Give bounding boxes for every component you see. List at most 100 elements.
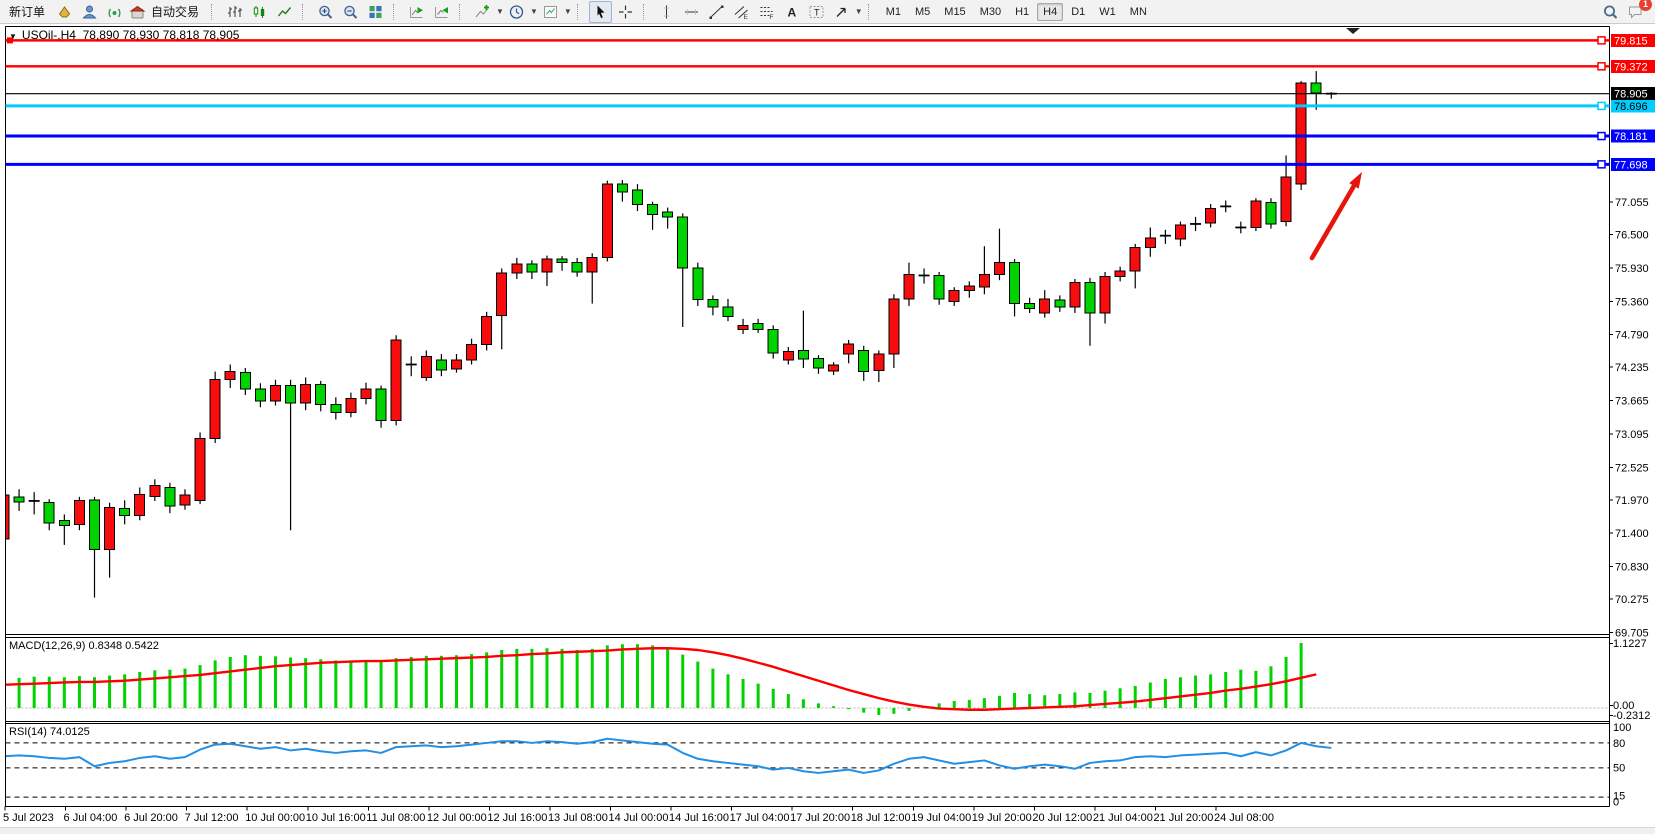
hline-handle[interactable] [1597, 131, 1606, 141]
macd-histogram-bar [605, 645, 609, 708]
hline-handle[interactable] [1597, 101, 1606, 111]
macd-histogram-bar [1254, 670, 1258, 708]
time-axis-label: 17 Jul 04:00 [730, 812, 790, 824]
bar-chart-button[interactable] [223, 1, 246, 23]
current-price-tag: 78.905 [1611, 87, 1655, 101]
candle [13, 489, 25, 511]
scroll-to-end-button[interactable] [405, 1, 428, 23]
candle [450, 353, 462, 373]
hline-handle[interactable] [1597, 62, 1606, 71]
candles-layer [6, 71, 1337, 598]
new-order-button[interactable]: 新订单 [9, 5, 46, 19]
price-tick-label: 71.400 [1615, 528, 1649, 540]
rsi-scale-label: 15 [1613, 791, 1625, 803]
timeframe-m1-button[interactable]: M1 [885, 5, 901, 18]
macd-histogram-bar [756, 683, 760, 708]
periods-button[interactable] [505, 1, 528, 23]
zoom-in-button[interactable] [314, 1, 337, 23]
macd-layer [6, 643, 1317, 715]
time-axis-label: 10 Jul 16:00 [306, 812, 366, 824]
candle [239, 368, 251, 395]
timeframe-m15-button[interactable]: M15 [944, 5, 966, 18]
horizontal-line-tool[interactable] [680, 1, 703, 23]
timeframe-mn-button[interactable]: MN [1129, 5, 1147, 18]
candle [903, 262, 915, 306]
candle [933, 271, 945, 305]
macd-histogram-bar [17, 677, 21, 708]
price-tag-77.698: 77.698 [1611, 157, 1655, 171]
macd-histogram-bar [349, 660, 353, 708]
macd-histogram-bar [635, 644, 639, 708]
hline-handle[interactable] [1597, 36, 1606, 45]
macd-histogram-bar [213, 660, 217, 708]
indicators-button[interactable] [471, 1, 494, 23]
macd-histogram-bar [575, 650, 579, 708]
macd-histogram-bar [258, 655, 262, 708]
candle [300, 377, 312, 411]
candlestick-chart-button[interactable] [248, 1, 271, 23]
time-axis-label: 14 Jul 16:00 [669, 812, 729, 824]
trend-arrow-annotation[interactable] [1309, 172, 1362, 261]
timeframe-h4-button[interactable]: H4 [1037, 2, 1064, 21]
tile-windows-button[interactable] [364, 1, 387, 23]
macd-histogram-bar [500, 650, 504, 708]
crosshair-tool-button[interactable] [614, 1, 637, 23]
timeframe-w1-button[interactable]: W1 [1099, 5, 1116, 18]
candle [541, 255, 553, 287]
toolbar-separator [211, 3, 218, 20]
chart-shift-marker-icon[interactable] [1346, 28, 1360, 34]
chart-shift-button[interactable] [430, 1, 453, 23]
candle [948, 287, 960, 306]
candle [782, 346, 794, 365]
time-axis-label: 21 Jul 20:00 [1153, 812, 1213, 824]
macd-histogram-bar [666, 648, 670, 708]
macd-histogram-bar [545, 648, 549, 708]
templates-dropdown-icon[interactable]: ▼ [563, 7, 572, 16]
macd-histogram-bar [847, 708, 851, 710]
hline-handle[interactable] [1597, 160, 1606, 169]
candle [601, 180, 613, 262]
main-toolbar: 新订单 自动交易 ▼ ▼ ▼ E F A T ▼ M1 M5 M15 M30 H1 H4 D… [0, 0, 1655, 24]
text-label-tool[interactable]: T [805, 1, 828, 23]
fibonacci-tool[interactable]: F [755, 1, 778, 23]
candle [526, 260, 538, 280]
signal-icon[interactable] [103, 1, 126, 23]
vertical-line-tool[interactable] [655, 1, 678, 23]
macd-histogram-bar [515, 648, 519, 708]
notifications-button[interactable]: 1 [1624, 0, 1652, 23]
timeframe-h1-button[interactable]: H1 [1015, 5, 1030, 18]
cursor-tool-button[interactable] [588, 0, 612, 23]
svg-text:77.698: 77.698 [1614, 159, 1648, 171]
timeframe-m5-button[interactable]: M5 [915, 5, 931, 18]
order-history-icon[interactable] [53, 1, 76, 23]
chart-symbol-period: USOil-,H4 [21, 28, 76, 42]
search-icon[interactable] [1599, 1, 1622, 23]
indicators-dropdown-icon[interactable]: ▼ [496, 7, 504, 16]
candle [209, 371, 221, 443]
timeframe-d1-button[interactable]: D1 [1071, 5, 1086, 18]
macd-signal-line [6, 647, 1317, 711]
candle [1190, 216, 1202, 231]
zoom-out-button[interactable] [339, 1, 362, 23]
svg-text:79.372: 79.372 [1614, 61, 1648, 73]
line-chart-button[interactable] [273, 1, 296, 23]
channel-tool[interactable]: E [730, 1, 753, 23]
templates-button[interactable] [539, 1, 562, 23]
periods-dropdown-icon[interactable]: ▼ [529, 7, 538, 16]
autotrade-button[interactable]: 自动交易 [128, 1, 205, 23]
text-tool[interactable]: A [780, 1, 803, 23]
arrows-dropdown-icon[interactable]: ▼ [854, 7, 863, 16]
macd-histogram-bar [786, 694, 790, 708]
timeframe-m30-button[interactable]: M30 [979, 5, 1002, 18]
macd-histogram-bar [379, 660, 383, 708]
hline-handle[interactable] [7, 37, 13, 44]
macd-histogram-bar [123, 674, 127, 708]
trendline-tool[interactable] [705, 1, 728, 23]
profile-icon[interactable] [78, 1, 101, 23]
candle [224, 364, 236, 388]
symbol-dropdown-icon[interactable]: ▼ [9, 32, 17, 41]
macd-histogram-bar [334, 660, 338, 708]
arrows-tool[interactable] [830, 1, 853, 23]
macd-histogram-bar [168, 669, 172, 708]
